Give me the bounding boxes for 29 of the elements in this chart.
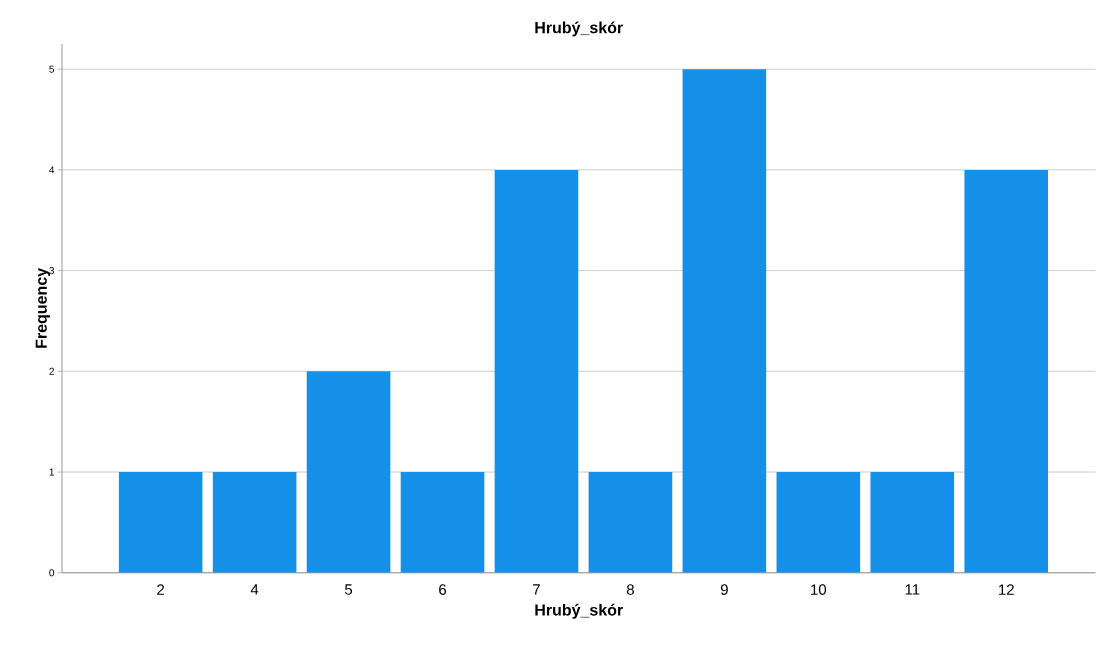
y-tick-label: 5 <box>49 65 55 73</box>
bar <box>776 472 861 573</box>
x-tick-label: 6 <box>439 584 447 596</box>
x-tick-label: 7 <box>533 584 540 595</box>
y-tick-label: 4 <box>49 166 55 174</box>
y-tick-label: 3 <box>49 267 55 275</box>
y-tick-label: 1 <box>49 468 54 476</box>
y-tick-label: 0 <box>49 569 55 577</box>
x-tick-label: 9 <box>720 584 728 596</box>
bar <box>400 472 485 573</box>
x-tick-label: 8 <box>626 584 634 596</box>
bar <box>588 472 673 573</box>
x-tick-label: 2 <box>157 584 165 595</box>
x-tick-label: 4 <box>250 584 259 595</box>
x-tick-label: 11 <box>905 584 920 595</box>
y-tick-label: 2 <box>49 367 54 375</box>
y-axis-title: Frequency <box>35 268 51 348</box>
x-tick-label: 12 <box>999 584 1014 595</box>
bar <box>964 170 1049 573</box>
bar <box>494 170 579 573</box>
bar <box>870 472 955 573</box>
x-tick-label: 5 <box>344 584 353 595</box>
bar <box>306 371 391 573</box>
x-axis-title: Hrubý_skór <box>535 603 623 619</box>
bar <box>682 69 767 573</box>
chart-title: Hrubý_skór <box>535 21 623 37</box>
bar <box>212 472 297 573</box>
bar <box>118 472 203 573</box>
x-tick-label: 10 <box>811 584 827 596</box>
